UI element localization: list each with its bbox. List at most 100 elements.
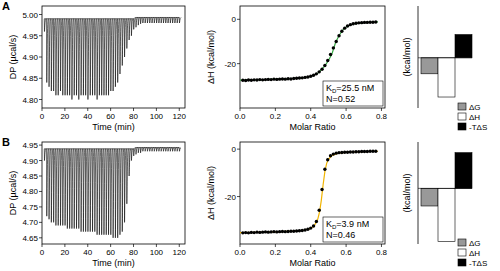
injection-peak bbox=[150, 148, 152, 152]
y-tick bbox=[39, 222, 42, 223]
annotation: N=0.46 bbox=[326, 230, 355, 240]
injection-peak bbox=[47, 19, 49, 83]
injection-peak bbox=[49, 19, 51, 87]
zero-line bbox=[418, 57, 472, 58]
injection-peak bbox=[58, 19, 60, 96]
data-point bbox=[334, 151, 337, 154]
annotation: KD=3.9 nM bbox=[326, 219, 369, 230]
injection-peak bbox=[90, 149, 92, 232]
data-point bbox=[329, 154, 332, 157]
y-tick-label: 4.90 bbox=[22, 53, 38, 62]
x-tick bbox=[156, 244, 157, 247]
injection-peak bbox=[108, 149, 110, 235]
x-tick bbox=[42, 108, 43, 111]
injection-peak bbox=[177, 17, 179, 23]
injection-peak bbox=[143, 17, 145, 23]
injection-peak bbox=[131, 149, 133, 161]
y-axis-title: (kcal/mol) bbox=[402, 173, 412, 212]
legend-label: ΔG bbox=[469, 103, 481, 112]
injection-peak bbox=[95, 19, 97, 96]
injection-peak bbox=[170, 17, 172, 23]
x-tick bbox=[133, 108, 134, 111]
injection-peak bbox=[104, 149, 106, 235]
injection-peak bbox=[140, 17, 142, 23]
injection-peak bbox=[136, 17, 138, 27]
injection-peak bbox=[76, 19, 78, 96]
x-tick-label: 60 bbox=[106, 112, 115, 121]
data-point bbox=[320, 67, 323, 70]
injection-peak bbox=[74, 19, 76, 96]
annotation-text: =25.5 nM bbox=[336, 83, 374, 93]
x-axis-title: Time (min) bbox=[92, 258, 135, 268]
x-tick-label: 0.6 bbox=[341, 112, 353, 121]
injection-peak bbox=[53, 149, 55, 223]
y-axis-title: (kcal/mol) bbox=[402, 37, 412, 76]
plot-frame bbox=[42, 142, 185, 244]
injection-peak bbox=[99, 149, 101, 235]
y-tick bbox=[39, 160, 42, 161]
injection-peak bbox=[49, 149, 51, 219]
x-tick-label: 120 bbox=[173, 248, 187, 257]
series-group bbox=[240, 20, 378, 82]
injection-peak bbox=[106, 19, 108, 96]
injection-peak bbox=[65, 19, 67, 96]
injection-peak bbox=[92, 149, 94, 232]
y-tick-label: 4.65 bbox=[22, 234, 38, 243]
legend-swatch bbox=[458, 259, 466, 266]
y-axis-title: DP (µcal/s) bbox=[8, 35, 18, 80]
y-axis-line bbox=[418, 6, 419, 108]
data-point bbox=[309, 226, 312, 229]
data-point bbox=[318, 209, 321, 212]
panel-label: B bbox=[2, 136, 10, 148]
y-tick-label: 4.75 bbox=[22, 203, 38, 212]
injection-peak bbox=[85, 19, 87, 96]
x-tick bbox=[275, 108, 276, 111]
x-tick bbox=[381, 108, 382, 111]
injection-peak bbox=[115, 19, 117, 87]
injection-peak bbox=[120, 149, 122, 235]
data-point bbox=[303, 228, 306, 231]
x-tick bbox=[240, 108, 241, 111]
injection-peak bbox=[118, 149, 120, 238]
data-point bbox=[343, 26, 346, 29]
injection-peak bbox=[72, 149, 74, 229]
y-tick bbox=[237, 149, 240, 150]
y-axis-line bbox=[418, 142, 419, 244]
injection-peak bbox=[90, 19, 92, 96]
y-tick-label: 4.85 bbox=[22, 172, 38, 181]
legend-swatch bbox=[458, 123, 466, 130]
injection-peak bbox=[127, 149, 129, 204]
bar bbox=[455, 153, 472, 189]
data-point bbox=[318, 70, 321, 73]
injection-peak bbox=[145, 17, 147, 23]
plot-frame bbox=[240, 6, 385, 108]
injection-peak bbox=[177, 148, 179, 152]
data-point bbox=[301, 229, 304, 232]
x-tick bbox=[87, 108, 88, 111]
injection-peak bbox=[145, 148, 147, 152]
bar-group bbox=[421, 153, 472, 242]
injection-peak bbox=[83, 19, 85, 96]
injection-peak bbox=[138, 17, 140, 25]
bar bbox=[438, 58, 455, 97]
x-tick bbox=[110, 108, 111, 111]
y-tick bbox=[39, 14, 42, 15]
y-tick-label: 4.85 bbox=[22, 74, 38, 83]
injection-peak bbox=[120, 19, 122, 74]
y-tick-label: 4.80 bbox=[22, 96, 38, 105]
y-tick bbox=[39, 191, 42, 192]
x-axis-title: Time (min) bbox=[92, 122, 135, 132]
x-tick bbox=[133, 244, 134, 247]
x-tick-label: 100 bbox=[150, 112, 164, 121]
x-tick-label: 0.0 bbox=[234, 112, 246, 121]
injection-peak bbox=[161, 17, 163, 23]
x-tick bbox=[110, 244, 111, 247]
x-tick bbox=[310, 244, 311, 247]
x-tick-label: 0.8 bbox=[376, 248, 388, 257]
plot-frame bbox=[42, 6, 185, 108]
injection-peak bbox=[79, 19, 81, 100]
injection-peak bbox=[166, 148, 168, 152]
y-tick bbox=[237, 196, 240, 197]
injection-peak bbox=[152, 148, 154, 152]
x-tick-label: 100 bbox=[150, 248, 164, 257]
